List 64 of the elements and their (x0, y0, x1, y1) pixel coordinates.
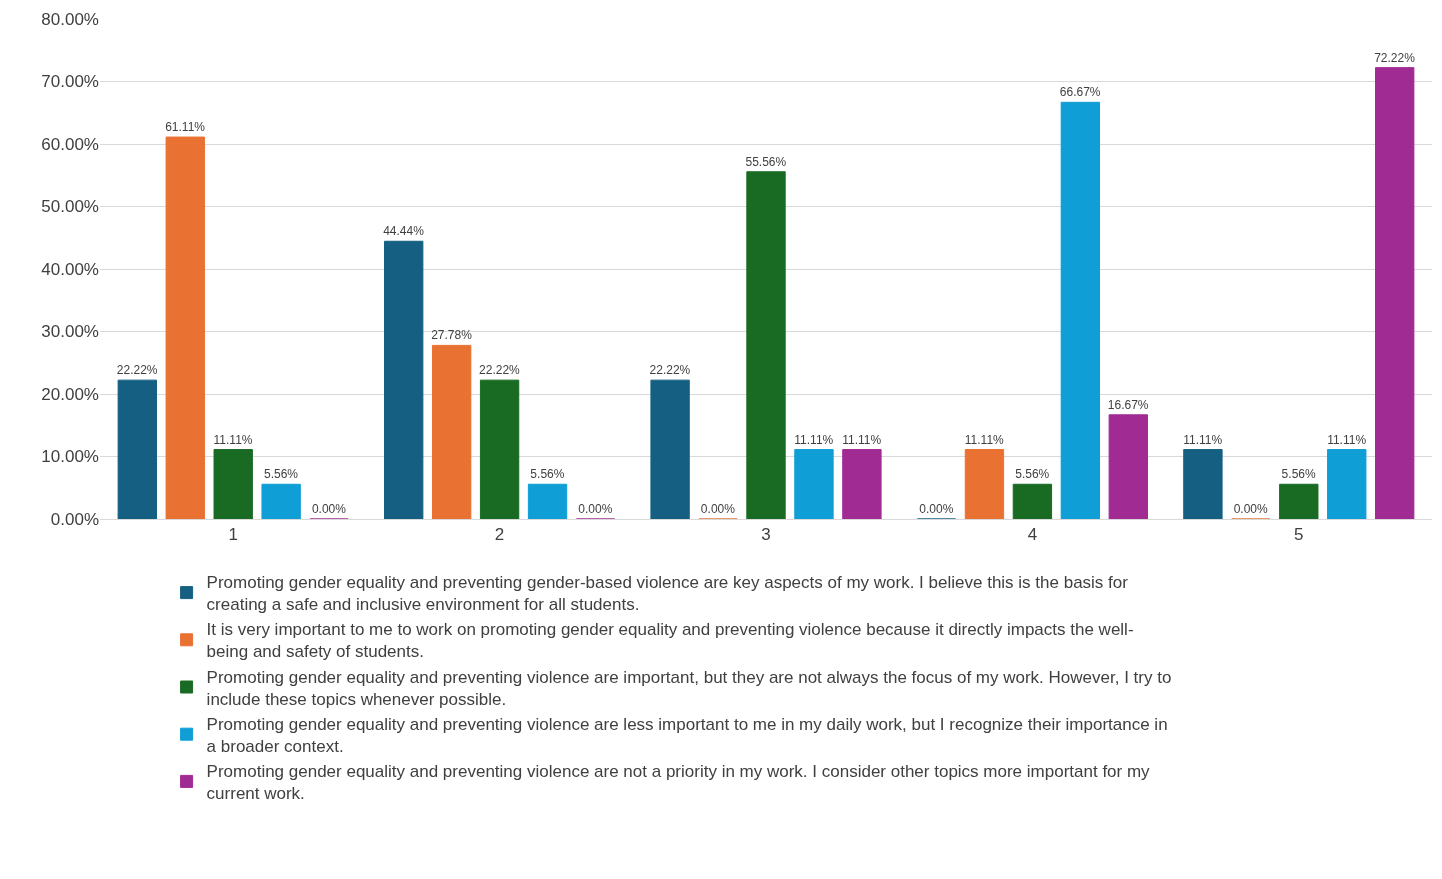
data-label: 5.56% (1015, 467, 1050, 482)
bar (746, 171, 786, 519)
data-label: 44.44% (383, 224, 425, 239)
x-tick-label: 1 (228, 525, 238, 545)
legend-label: Promoting gender equality and preventing violence are not a priority in my work. I consider other topics more important for my current work. (206, 761, 1151, 804)
bar (1012, 483, 1053, 519)
data-label: 22.22% (479, 363, 521, 378)
legend-label: Promoting gender equality and preventing gender-based violence are key aspects of my work. I believe this is the basis for creating a safe and inclusive environment for all students. (206, 573, 1129, 615)
y-tick-label: 70.00% (41, 72, 99, 92)
bar (1183, 449, 1223, 519)
data-label: 5.56% (263, 467, 299, 482)
data-label: 11.11% (213, 432, 253, 447)
bar (794, 449, 834, 519)
data-label: 0.00% (311, 502, 347, 516)
data-label: 11.11% (964, 432, 1005, 447)
y-tick-label: 10.00% (41, 447, 99, 467)
legend-label: It is very important to me to work on promoting gender equality and preventing violence because it directly impacts the well-being and safety of students. (206, 620, 1134, 662)
x-tick-label: 5 (1294, 525, 1304, 545)
y-tick-label: 20.00% (41, 384, 99, 404)
data-label: 11.11% (1183, 432, 1223, 447)
bar (261, 483, 301, 519)
bar (1279, 483, 1319, 519)
data-label: 11.11% (794, 432, 834, 447)
data-label: 66.67% (1059, 85, 1101, 100)
legend-label: Promoting gender equality and preventing violence are less important to me in my daily work, but I recognize their importance in a broader context. (206, 714, 1168, 756)
bar (1327, 449, 1367, 519)
data-label: 0.00% (700, 502, 736, 516)
data-label: 16.67% (1107, 397, 1149, 412)
y-tick-label: 0.00% (50, 509, 99, 529)
y-tick-label: 60.00% (41, 134, 99, 154)
y-tick-label: 40.00% (41, 259, 99, 279)
legend-label: Promoting gender equality and preventing violence are important, but they are not always the focus of my work. However, I try to include these topics whenever possible. (206, 667, 1172, 709)
bar (213, 449, 253, 519)
bar (165, 136, 205, 519)
x-tick-label: 2 (494, 525, 505, 545)
bar (1108, 414, 1148, 519)
data-label: 55.56% (745, 154, 787, 169)
bar (1060, 101, 1101, 519)
bar (117, 379, 157, 519)
data-label: 0.00% (578, 502, 613, 516)
bar (842, 449, 882, 519)
bar (431, 344, 472, 519)
bar (964, 449, 1005, 519)
bar (479, 379, 520, 519)
data-label: 0.00% (1233, 502, 1269, 516)
data-label: 5.56% (1281, 467, 1316, 482)
y-tick-label: 30.00% (41, 322, 99, 342)
bar (384, 240, 424, 519)
bar (1375, 67, 1415, 519)
y-tick-label: 80.00% (41, 9, 99, 29)
data-label: 61.11% (165, 120, 206, 135)
x-tick-label: 4 (1027, 525, 1038, 545)
x-tick-label: 3 (761, 525, 771, 545)
bar (650, 379, 690, 519)
data-label: 11.11% (842, 432, 882, 447)
data-label: 11.11% (1327, 432, 1367, 447)
y-tick-label: 50.00% (41, 197, 99, 217)
data-label: 72.22% (1374, 50, 1416, 65)
data-label: 22.22% (116, 363, 158, 378)
bar (527, 483, 568, 519)
data-label: 5.56% (530, 467, 565, 482)
data-label: 22.22% (649, 363, 691, 378)
data-label: 27.78% (431, 328, 473, 343)
data-label: 0.00% (919, 502, 954, 516)
